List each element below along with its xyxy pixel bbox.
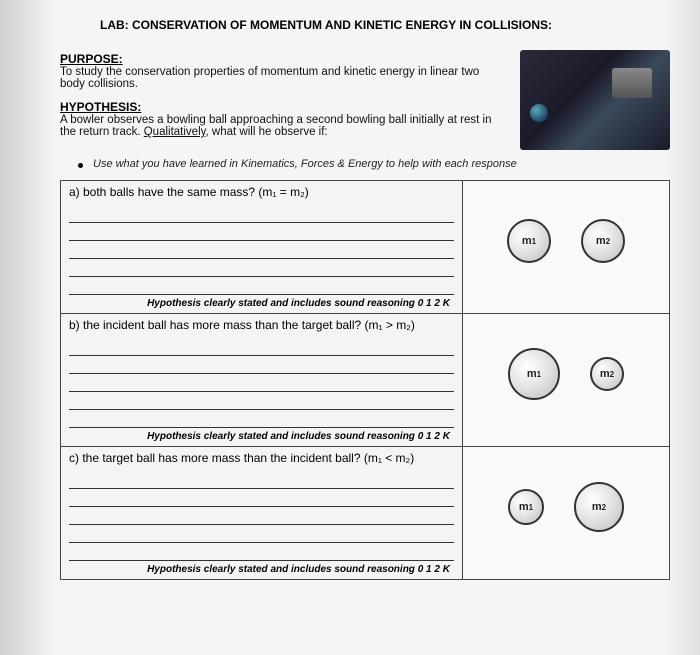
instruction-text: Use what you have learned in Kinematics,… xyxy=(93,158,517,170)
writing-line[interactable] xyxy=(69,338,454,356)
ball-m2: m2 xyxy=(590,357,624,391)
ball-m2: m2 xyxy=(574,482,624,532)
bowling-photo xyxy=(520,50,670,150)
hypothesis-heading: HYPOTHESIS: xyxy=(60,100,506,114)
writing-lines[interactable] xyxy=(69,205,454,295)
writing-lines[interactable] xyxy=(69,471,454,561)
header-text: PURPOSE: To study the conservation prope… xyxy=(60,50,506,150)
rubric-text: Hypothesis clearly stated and includes s… xyxy=(69,295,454,311)
lab-title: LAB: CONSERVATION OF MOMENTUM AND KINETI… xyxy=(100,18,670,32)
hypothesis-table: a) both balls have the same mass? (m₁ = … xyxy=(60,180,670,580)
writing-line[interactable] xyxy=(69,543,454,561)
ball-m1: m1 xyxy=(508,489,544,525)
bullet-icon xyxy=(78,163,83,168)
ball-m1: m1 xyxy=(507,219,551,263)
question-label: a) both balls have the same mass? (m₁ = … xyxy=(69,185,454,199)
writing-line[interactable] xyxy=(69,525,454,543)
writing-line[interactable] xyxy=(69,392,454,410)
rubric-text: Hypothesis clearly stated and includes s… xyxy=(69,561,454,577)
question-label: b) the incident ball has more mass than … xyxy=(69,318,454,332)
ball-m2: m2 xyxy=(581,219,625,263)
rubric-text: Hypothesis clearly stated and includes s… xyxy=(69,428,454,444)
diagram-cell: m1 m2 xyxy=(462,447,669,580)
ball-diagram: m1 m2 xyxy=(463,314,669,434)
writing-lines[interactable] xyxy=(69,338,454,428)
writing-line[interactable] xyxy=(69,374,454,392)
writing-line[interactable] xyxy=(69,356,454,374)
writing-line[interactable] xyxy=(69,507,454,525)
instruction-bullet: Use what you have learned in Kinematics,… xyxy=(78,158,670,170)
question-cell: a) both balls have the same mass? (m₁ = … xyxy=(61,181,463,314)
diagram-cell: m1 m2 xyxy=(462,314,669,447)
purpose-text: To study the conservation properties of … xyxy=(60,66,506,90)
hypothesis-text: A bowler observes a bowling ball approac… xyxy=(60,114,506,138)
writing-line[interactable] xyxy=(69,410,454,428)
lab-worksheet: LAB: CONSERVATION OF MOMENTUM AND KINETI… xyxy=(0,0,700,655)
question-label: c) the target ball has more mass than th… xyxy=(69,451,454,465)
writing-line[interactable] xyxy=(69,471,454,489)
writing-line[interactable] xyxy=(69,205,454,223)
diagram-cell: m1 m2 xyxy=(462,181,669,314)
question-cell: b) the incident ball has more mass than … xyxy=(61,314,463,447)
writing-line[interactable] xyxy=(69,277,454,295)
ball-diagram: m1 m2 xyxy=(463,181,669,301)
writing-line[interactable] xyxy=(69,259,454,277)
purpose-heading: PURPOSE: xyxy=(60,52,506,66)
writing-line[interactable] xyxy=(69,223,454,241)
ball-m1: m1 xyxy=(508,348,560,400)
ball-diagram: m1 m2 xyxy=(463,447,669,567)
writing-line[interactable] xyxy=(69,489,454,507)
writing-line[interactable] xyxy=(69,241,454,259)
header-row: PURPOSE: To study the conservation prope… xyxy=(60,50,670,150)
question-cell: c) the target ball has more mass than th… xyxy=(61,447,463,580)
